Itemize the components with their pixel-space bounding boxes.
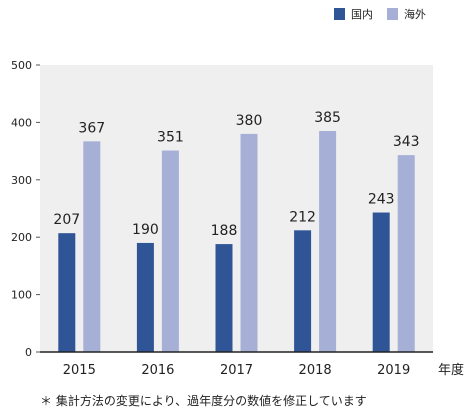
bar: [240, 133, 258, 352]
legend-label-overseas: 海外: [404, 8, 426, 21]
y-tick-label: 500: [11, 59, 32, 72]
x-tick-label: 2015: [63, 363, 96, 378]
bar: [319, 131, 337, 352]
x-tick-label: 2019: [377, 363, 410, 378]
y-tick-label: 0: [25, 346, 32, 359]
x-axis-label: 年度: [438, 362, 464, 378]
footnote: ＊ 集計方法の変更により、過年度分の数値を修正しています: [40, 394, 367, 408]
bar: [215, 244, 233, 352]
x-axis: 2015 2016 2017 2018 2019: [40, 351, 433, 378]
y-tick-label: 100: [11, 289, 32, 302]
data-label: 351: [157, 130, 184, 146]
data-label: 190: [132, 222, 159, 238]
legend: 国内 海外: [334, 6, 440, 22]
legend-item-domestic: 国内: [334, 6, 373, 22]
bars: 207 367 190 351 188 380 212 385 243 343: [53, 110, 420, 352]
data-label: 367: [78, 120, 105, 136]
bar: [372, 212, 390, 352]
y-axis: 0 100 200 300 400 500: [11, 59, 40, 359]
bar: [136, 242, 154, 352]
y-tick-label: 200: [11, 231, 32, 244]
bar: [161, 150, 179, 352]
data-label: 243: [368, 192, 395, 208]
legend-swatch-domestic: [334, 8, 345, 20]
data-label: 188: [211, 223, 238, 239]
y-tick-label: 400: [11, 116, 32, 129]
legend-item-overseas: 海外: [387, 6, 426, 22]
data-label: 212: [289, 209, 316, 225]
bar: [294, 230, 312, 352]
x-tick-label: 2018: [299, 363, 332, 378]
legend-label-domestic: 国内: [351, 8, 373, 21]
data-label: 343: [393, 134, 420, 150]
y-tick-label: 300: [11, 174, 32, 187]
x-tick-label: 2016: [141, 363, 174, 378]
data-label: 385: [314, 110, 341, 126]
x-tick-label: 2017: [220, 363, 253, 378]
bar: [58, 233, 76, 352]
data-label: 380: [236, 113, 263, 129]
legend-swatch-overseas: [387, 8, 398, 20]
bar: [83, 141, 101, 352]
plot-background: [40, 65, 433, 352]
bar: [397, 155, 415, 352]
data-label: 207: [53, 212, 80, 228]
